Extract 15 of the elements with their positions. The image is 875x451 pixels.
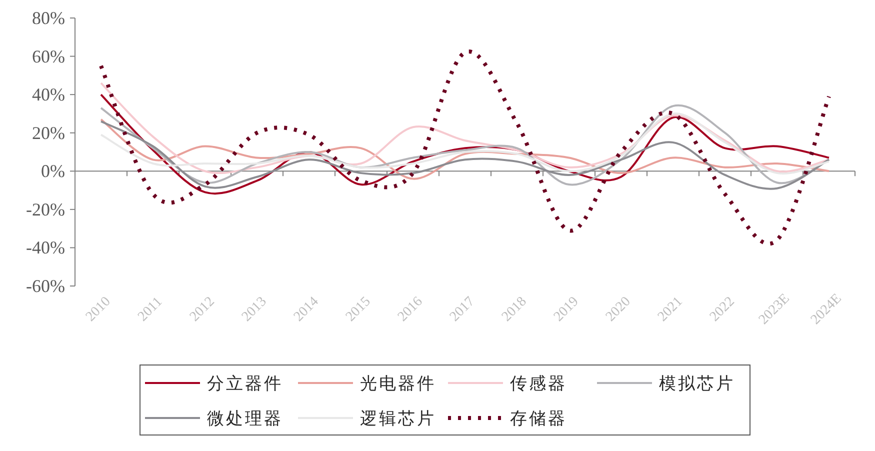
y-tick-label: 0% bbox=[41, 161, 65, 182]
y-tick-label: 40% bbox=[32, 84, 65, 105]
legend-label: 模拟芯片 bbox=[659, 374, 735, 393]
legend-label: 传感器 bbox=[510, 374, 567, 393]
y-tick-label: -40% bbox=[26, 238, 65, 258]
y-tick-label: -20% bbox=[26, 199, 65, 220]
legend-label: 分立器件 bbox=[207, 374, 283, 393]
y-tick-label: -60% bbox=[26, 276, 65, 296]
y-tick-label: 20% bbox=[32, 122, 65, 143]
legend-label: 光电器件 bbox=[360, 374, 436, 393]
y-tick-label: 60% bbox=[32, 46, 65, 66]
legend-label: 逻辑芯片 bbox=[360, 409, 436, 428]
legend-label: 存储器 bbox=[510, 409, 567, 428]
y-tick-label: 80% bbox=[32, 8, 65, 28]
legend-label: 微处理器 bbox=[207, 409, 283, 428]
